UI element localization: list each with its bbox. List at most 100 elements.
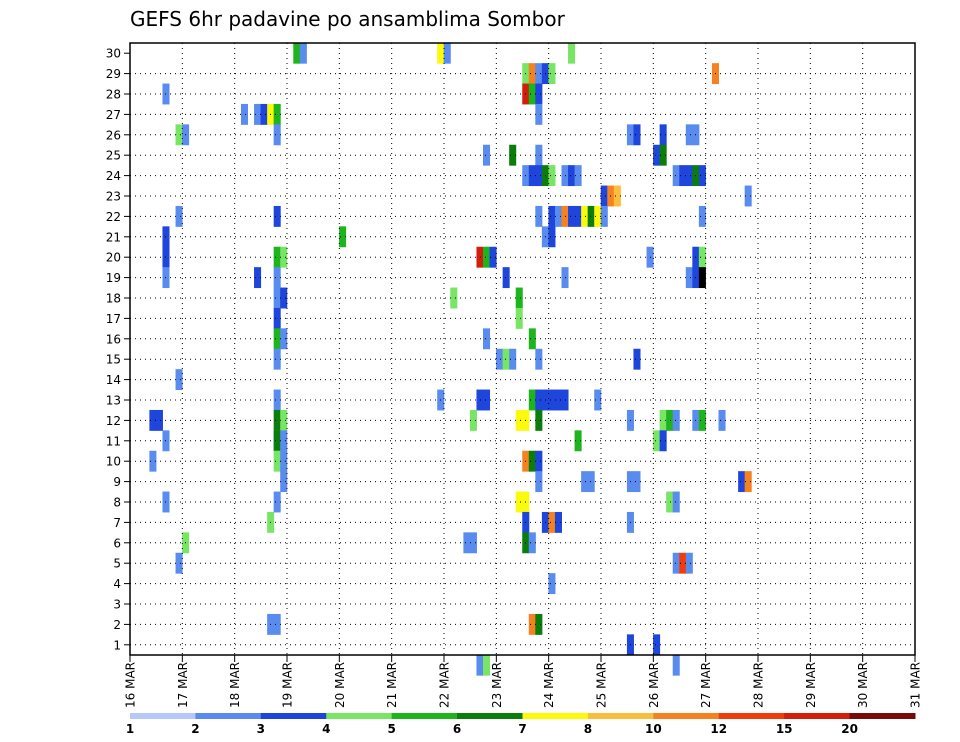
heatmap-cell [175, 369, 183, 391]
heatmap-cell [437, 42, 445, 64]
heatmap-cell [260, 103, 268, 125]
heatmap-cell [568, 165, 576, 187]
x-tick-label: 25 MAR [595, 662, 609, 708]
x-tick-label: 17 MAR [176, 662, 190, 708]
x-tick-label: 18 MAR [228, 662, 242, 708]
colorbar-swatch [326, 713, 393, 719]
y-tick-label: 7 [113, 516, 121, 530]
heatmap-cell [653, 144, 661, 166]
heatmap-cell [574, 430, 582, 452]
y-tick-label: 21 [106, 230, 121, 244]
heatmap-cell [685, 165, 693, 187]
heatmap-cell [280, 246, 288, 268]
heatmap-cell [548, 511, 556, 533]
x-tick-label: 29 MAR [804, 662, 818, 708]
heatmap-cell [273, 103, 281, 125]
y-tick-label: 5 [113, 557, 121, 571]
heatmap-cell [496, 348, 504, 370]
heatmap-cell [744, 471, 752, 493]
heatmap-cell [528, 63, 536, 85]
heatmap-cell [679, 165, 687, 187]
heatmap-cell [476, 654, 484, 676]
y-tick-label: 8 [113, 496, 121, 510]
y-tick-label: 11 [106, 434, 121, 448]
heatmap-cell [502, 267, 510, 289]
heatmap-cell [509, 144, 517, 166]
heatmap-cell [659, 409, 667, 431]
y-tick-label: 3 [113, 598, 121, 612]
heatmap-cell [175, 124, 183, 146]
x-tick-label: 16 MAR [124, 662, 138, 708]
heatmap-cell [698, 165, 706, 187]
heatmap-cell [574, 205, 582, 227]
heatmap-cell [528, 165, 536, 187]
x-axis: 16 MAR 17 MAR 18 MAR 19 MAR 20 MAR 21 MAR 22 M… [124, 655, 923, 708]
colorbar-label: 1 [126, 722, 134, 736]
heatmap-cell [489, 246, 497, 268]
y-axis: 1234567891011121314151617181920212223242… [106, 47, 130, 652]
heatmap-cell [659, 124, 667, 146]
heatmap-cell [450, 287, 458, 309]
heatmap-cell [587, 471, 595, 493]
heatmap-cell [273, 450, 281, 472]
heatmap-cell [672, 491, 680, 513]
y-tick-label: 24 [106, 169, 121, 183]
y-tick-label: 20 [106, 251, 121, 265]
y-tick-label: 23 [106, 190, 121, 204]
y-tick-label: 4 [113, 577, 121, 591]
heatmap-cell [293, 42, 301, 64]
heatmap-cell [483, 654, 491, 676]
heatmap-cell [554, 511, 562, 533]
heatmap-cell [568, 205, 576, 227]
heatmap-cell [528, 389, 536, 411]
y-tick-label: 16 [106, 332, 121, 346]
heatmap-cell [548, 63, 556, 85]
x-tick-label: 23 MAR [490, 662, 504, 708]
y-tick-label: 2 [113, 618, 121, 632]
heatmap-cell [463, 532, 471, 554]
heatmap-cell [581, 205, 589, 227]
heatmap-cell [581, 471, 589, 493]
heatmap-cell [535, 389, 543, 411]
heatmap-cell [698, 246, 706, 268]
colorbar-swatch [260, 713, 327, 719]
plot-frame [129, 42, 916, 656]
y-tick-label: 10 [106, 455, 121, 469]
colorbar-label: 4 [322, 722, 330, 736]
heatmap-cell [554, 389, 562, 411]
heatmap-cell [273, 124, 281, 146]
heatmap-cell [273, 267, 281, 289]
heatmap-cell [528, 532, 536, 554]
heatmap-cell [240, 103, 248, 125]
heatmap-cell [483, 389, 491, 411]
heatmap-cell [672, 409, 680, 431]
heatmap-cell [672, 165, 680, 187]
colorbar-label: 8 [584, 722, 592, 736]
x-tick-label: 31 MAR [909, 662, 923, 708]
heatmap-cell [528, 328, 536, 350]
heatmap-cell [476, 389, 484, 411]
heatmap-cell [653, 430, 661, 452]
y-tick-label: 14 [106, 373, 121, 387]
heatmap-cell [672, 552, 680, 574]
heatmap-cell [155, 409, 163, 431]
colorbar-label: 6 [453, 722, 461, 736]
heatmap-cell [469, 409, 477, 431]
colorbar-label: 7 [518, 722, 526, 736]
x-tick-label: 28 MAR [752, 662, 766, 708]
heatmap-cell [679, 552, 687, 574]
heatmap-cell [548, 573, 556, 595]
heatmap-cell [483, 144, 491, 166]
colorbar-label: 12 [710, 722, 727, 736]
heatmap-cell [254, 103, 262, 125]
colorbar-swatch [522, 713, 589, 719]
heatmap-cell [633, 124, 641, 146]
heatmap-cell [515, 491, 523, 513]
heatmap-cell [280, 430, 288, 452]
heatmap-cell [528, 450, 536, 472]
heatmap-cell [509, 348, 517, 370]
heatmap-cell [600, 205, 608, 227]
heatmap-cell [273, 287, 281, 309]
heatmap-cell [280, 409, 288, 431]
